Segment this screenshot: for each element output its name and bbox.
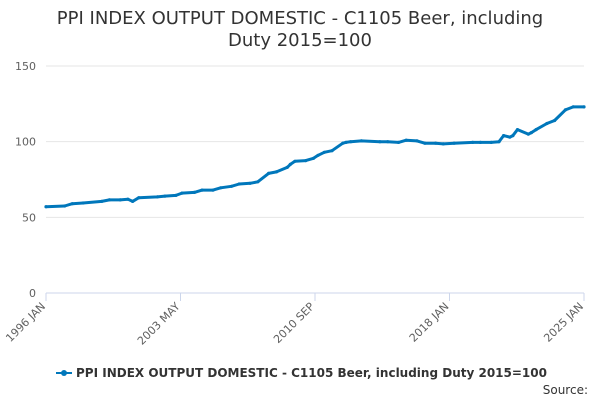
chart-title-line1: PPI INDEX OUTPUT DOMESTIC - C1105 Beer, … [57,8,543,29]
gridlines [46,65,584,294]
y-tick-label: 150 [15,60,36,73]
data-point[interactable] [81,201,85,205]
data-point[interactable] [174,193,178,197]
data-point[interactable] [107,198,111,202]
data-point[interactable] [200,188,204,192]
data-point[interactable] [137,196,141,200]
data-point[interactable] [478,140,482,144]
data-point[interactable] [359,139,363,143]
data-point[interactable] [163,194,167,198]
data-point[interactable] [489,140,493,144]
data-point[interactable] [311,156,316,160]
source-label: Source: [543,383,588,397]
series-layer [44,105,586,209]
data-point[interactable] [515,128,520,132]
y-tick-label: 100 [15,136,36,149]
x-tick-label: 2003 MAY [135,300,183,348]
data-point[interactable] [471,140,475,144]
data-point[interactable] [256,180,260,184]
data-point[interactable] [497,140,501,144]
data-point[interactable] [293,159,297,163]
data-point[interactable] [378,140,382,144]
data-point[interactable] [131,199,135,203]
data-point[interactable] [553,118,557,123]
data-point[interactable] [349,140,353,144]
legend-marker-icon [61,370,67,376]
data-point[interactable] [288,162,292,166]
data-point[interactable] [248,181,252,185]
y-tick-label: 0 [29,287,36,300]
data-point[interactable] [341,141,345,145]
data-point[interactable] [126,197,130,201]
data-point[interactable] [502,134,506,138]
data-point[interactable] [304,159,308,163]
data-point[interactable] [404,138,408,142]
data-point[interactable] [330,149,334,153]
data-point[interactable] [274,170,278,174]
data-point[interactable] [526,132,530,136]
x-tick-label: 2010 SEP [271,300,317,346]
data-point[interactable] [441,142,445,146]
x-tick-label: 2025 JAN [541,300,586,345]
data-point[interactable] [316,153,320,157]
legend[interactable]: PPI INDEX OUTPUT DOMESTIC - C1105 Beer, … [56,366,547,380]
data-point[interactable] [267,171,271,175]
data-point[interactable] [434,141,438,145]
data-point[interactable] [44,205,48,209]
data-point[interactable] [70,202,74,206]
data-point[interactable] [344,140,348,144]
data-point[interactable] [219,186,223,190]
data-point[interactable] [237,182,241,186]
y-tick-label: 50 [22,211,36,224]
data-point[interactable] [229,184,234,188]
data-point[interactable] [452,141,456,145]
data-point[interactable] [396,140,401,144]
data-point[interactable] [100,199,104,203]
data-point[interactable] [192,190,196,194]
data-point[interactable] [508,135,512,139]
data-point[interactable] [322,150,326,154]
data-point[interactable] [180,191,184,195]
data-point[interactable] [571,105,575,109]
legend-label: PPI INDEX OUTPUT DOMESTIC - C1105 Beer, … [76,366,547,380]
data-point[interactable] [563,108,568,112]
data-point[interactable] [534,128,538,132]
data-point[interactable] [529,131,534,135]
data-point[interactable] [415,139,419,143]
chart-title-line2: Duty 2015=100 [228,30,372,51]
data-point[interactable] [155,195,159,199]
x-axis-ticks: 1996 JAN 2003 MAY 2010 SEP 2018 JAN 2025 JAN [3,293,586,348]
data-point[interactable] [285,165,289,169]
data-point[interactable] [118,198,122,202]
y-axis-ticks: 0 50 100 150 [15,60,36,300]
series-line [44,105,586,209]
data-point[interactable] [386,140,390,144]
data-point[interactable] [211,188,215,192]
x-tick-label: 2018 JAN [407,300,452,345]
data-point[interactable] [545,121,549,126]
x-tick-label: 1996 JAN [3,300,48,345]
data-point[interactable] [582,105,586,109]
data-point[interactable] [63,204,67,208]
data-point[interactable] [423,141,427,145]
data-point[interactable] [511,134,515,138]
